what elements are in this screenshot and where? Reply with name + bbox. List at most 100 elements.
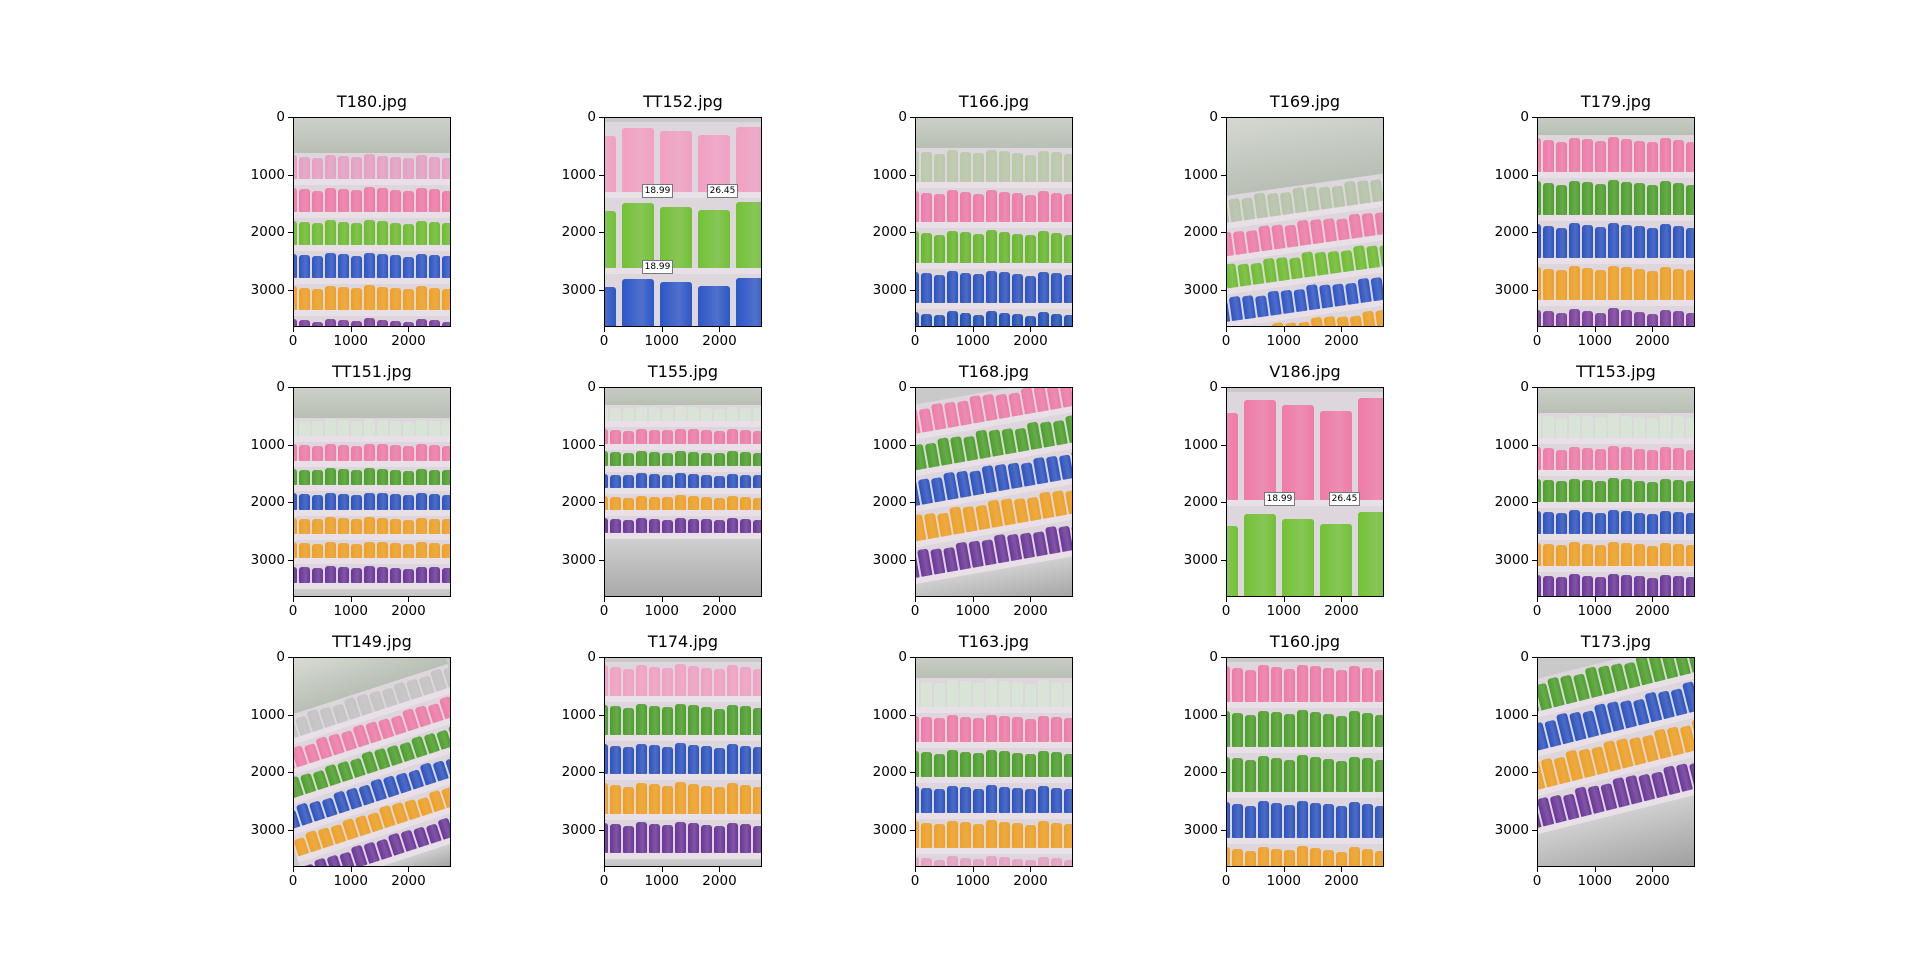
bottle xyxy=(1063,194,1072,223)
bottle xyxy=(609,784,621,814)
bottle xyxy=(1620,267,1632,301)
bottle xyxy=(1244,669,1256,702)
bottle xyxy=(1594,417,1606,439)
bottle xyxy=(376,444,388,461)
bottle xyxy=(735,202,761,268)
bottle xyxy=(294,444,297,461)
bottle xyxy=(1037,150,1049,182)
bottle xyxy=(700,430,712,444)
bottle xyxy=(1270,712,1282,748)
bottle xyxy=(713,747,725,775)
price-rail xyxy=(294,582,450,589)
price-rail xyxy=(1538,171,1694,178)
bottle xyxy=(294,286,297,311)
bottle xyxy=(713,497,725,511)
bottle xyxy=(959,313,971,326)
bottle xyxy=(1335,217,1350,241)
bottle xyxy=(752,497,761,511)
price-rail xyxy=(605,421,761,428)
ceiling xyxy=(294,118,450,153)
y-tick-mark xyxy=(910,772,915,774)
x-tick-mark xyxy=(1652,327,1654,332)
y-tick-mark xyxy=(1221,174,1226,176)
bottle xyxy=(1257,225,1273,252)
bottle xyxy=(350,421,362,437)
bottle xyxy=(1555,184,1567,215)
bottle xyxy=(1227,525,1238,596)
bottle xyxy=(661,519,673,533)
bottle xyxy=(635,406,647,422)
bottle xyxy=(739,784,751,814)
bottle xyxy=(1555,513,1567,535)
shelf-row xyxy=(294,185,450,219)
bottle xyxy=(635,473,647,489)
bottle xyxy=(337,567,349,583)
bottle xyxy=(674,742,686,775)
price-rail xyxy=(916,302,1072,309)
bottle xyxy=(324,566,336,583)
x-tick-mark xyxy=(350,597,352,602)
bottle xyxy=(998,821,1010,848)
bottle xyxy=(1309,802,1321,838)
bottle xyxy=(324,517,336,534)
bottle xyxy=(920,858,932,866)
bottle xyxy=(674,664,686,696)
bottle xyxy=(428,494,440,510)
x-tick-mark xyxy=(972,327,974,332)
bottle xyxy=(294,419,297,437)
x-tick-mark xyxy=(1652,867,1654,872)
x-tick-mark xyxy=(1594,597,1596,602)
bottle xyxy=(1057,525,1072,552)
bottle xyxy=(1685,184,1694,215)
bottle xyxy=(648,407,660,422)
bottle xyxy=(1646,313,1658,326)
bottle xyxy=(933,788,945,813)
bottle xyxy=(697,134,730,192)
bottle xyxy=(739,407,751,422)
bottle xyxy=(1672,448,1684,471)
bottle xyxy=(916,856,919,866)
bottle xyxy=(1227,847,1230,866)
bottle xyxy=(298,445,310,461)
bottle xyxy=(972,823,984,848)
image-axes xyxy=(915,387,1073,597)
bottle xyxy=(916,821,919,848)
bottle xyxy=(1231,849,1243,866)
bottle xyxy=(1322,668,1334,702)
bottle xyxy=(700,474,712,489)
bottle xyxy=(1050,273,1062,303)
x-tick-label: 2000 xyxy=(391,603,426,619)
bottle xyxy=(294,493,297,510)
y-tick-mark xyxy=(910,444,915,446)
bottle xyxy=(350,519,362,534)
bottle xyxy=(415,155,427,180)
bottle xyxy=(363,443,375,461)
shelf-scene xyxy=(916,658,1072,866)
shelf-photo xyxy=(1538,118,1694,326)
y-tick-mark xyxy=(910,232,915,234)
bottle xyxy=(1685,417,1694,439)
bottle xyxy=(1620,310,1632,326)
bottle xyxy=(1024,789,1036,813)
bottle xyxy=(726,822,738,853)
bottle xyxy=(1011,193,1023,223)
floor xyxy=(605,858,761,866)
bottle xyxy=(415,493,427,510)
bottle xyxy=(1296,800,1308,838)
bottle xyxy=(1063,234,1072,263)
shelf-row xyxy=(1227,662,1383,708)
bottle xyxy=(981,539,997,566)
y-tick-label: 2000 xyxy=(1494,764,1529,781)
x-tick-mark xyxy=(604,597,605,602)
bottle xyxy=(363,468,375,486)
shelf-scene xyxy=(916,118,1072,326)
bottle xyxy=(1335,761,1347,793)
bottle xyxy=(1050,822,1062,848)
bottle xyxy=(1257,665,1269,702)
y-tick-mark xyxy=(1532,772,1537,774)
bottle xyxy=(363,565,375,583)
bottle xyxy=(1659,542,1671,567)
bottle xyxy=(441,494,450,510)
bottle xyxy=(972,753,984,778)
bottle xyxy=(1594,576,1606,596)
